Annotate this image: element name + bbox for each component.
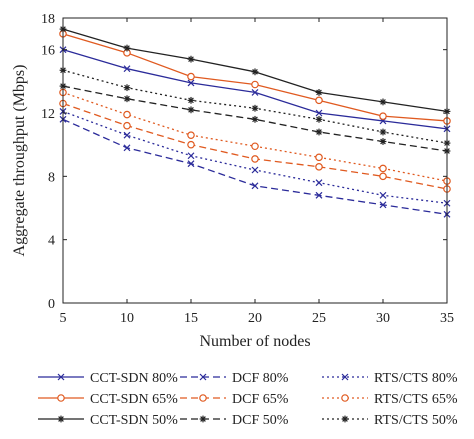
- data-point: [315, 128, 323, 136]
- data-point: [379, 172, 387, 181]
- x-tick-label: 10: [120, 311, 134, 326]
- legend-label: CCT-SDN 65%: [90, 392, 178, 407]
- x-tick-label: 30: [376, 311, 390, 326]
- data-point: [251, 104, 259, 112]
- data-point: [187, 72, 195, 81]
- y-tick-label: 8: [48, 170, 55, 185]
- data-point: [123, 144, 131, 152]
- data-point: [251, 182, 259, 190]
- data-point: [123, 65, 131, 73]
- legend-marker: [57, 373, 65, 381]
- x-tick-label: 5: [60, 311, 67, 326]
- legend-marker: [199, 394, 207, 402]
- data-point: [187, 106, 195, 114]
- legend-label: CCT-SDN 50%: [90, 413, 178, 428]
- series-cct-sdn-50-: [59, 25, 451, 115]
- data-point: [251, 80, 259, 89]
- legend-entry: RTS/CTS 50%: [322, 413, 458, 428]
- y-axis-title: Aggregate throughput (Mbps): [11, 65, 28, 257]
- data-point: [251, 166, 259, 174]
- legend-label: DCF 65%: [232, 392, 289, 407]
- x-tick-label: 15: [184, 311, 198, 326]
- legend-entry: DCF 50%: [180, 413, 289, 428]
- data-point: [187, 160, 195, 168]
- legend-marker: [341, 373, 349, 381]
- x-axis-title: Number of nodes: [199, 333, 310, 350]
- data-point: [251, 115, 259, 123]
- legend-marker: [199, 373, 207, 381]
- data-point: [123, 84, 131, 92]
- legend-label: DCF 80%: [232, 371, 289, 386]
- data-point: [123, 44, 131, 52]
- data-point: [379, 138, 387, 145]
- legend-label: RTS/CTS 80%: [374, 371, 458, 386]
- data-point: [315, 115, 323, 123]
- data-point: [251, 155, 259, 163]
- data-point: [187, 96, 195, 104]
- legend-marker: [199, 415, 207, 423]
- x-tick-label: 35: [440, 311, 454, 326]
- data-point: [187, 79, 195, 87]
- legend-marker: [57, 394, 65, 402]
- y-tick-label: 12: [41, 107, 55, 122]
- legend-marker: [341, 394, 349, 402]
- axis-layer: 5 10 15 20 25 30 35 0 4 8 12 16 18: [41, 12, 454, 326]
- data-point: [379, 201, 387, 209]
- data-point: [315, 191, 323, 199]
- series-rts-cts-80-: [59, 107, 451, 207]
- y-tick-label: 16: [41, 44, 55, 59]
- data-point: [315, 96, 323, 105]
- data-point: [379, 98, 387, 106]
- x-tick-label: 20: [248, 311, 262, 326]
- data-point: [123, 131, 131, 139]
- data-point: [315, 109, 323, 117]
- series-layer: [59, 25, 451, 218]
- data-point: [315, 89, 323, 96]
- legend-label: RTS/CTS 50%: [374, 413, 458, 428]
- legend-marker: [57, 415, 65, 423]
- y-tick-label: 18: [41, 12, 55, 27]
- legend-entry: RTS/CTS 65%: [322, 392, 458, 407]
- legend-entry: DCF 65%: [180, 392, 289, 407]
- data-point: [123, 95, 131, 103]
- data-point: [379, 164, 387, 173]
- data-point: [315, 153, 323, 162]
- legend-entry: CCT-SDN 80%: [38, 371, 178, 386]
- data-point: [187, 131, 195, 139]
- legend-label: DCF 50%: [232, 413, 289, 428]
- data-point: [379, 112, 387, 120]
- data-point: [251, 142, 259, 151]
- data-point: [123, 110, 131, 119]
- data-point: [315, 163, 323, 171]
- data-point: [187, 55, 195, 63]
- legend-entry: DCF 80%: [180, 371, 289, 386]
- data-point: [251, 88, 259, 96]
- data-point: [123, 121, 131, 130]
- data-point: [251, 68, 259, 76]
- legend-entry: RTS/CTS 80%: [322, 371, 458, 386]
- data-point: [315, 179, 323, 187]
- y-tick-label: 4: [48, 234, 55, 249]
- legend-label: CCT-SDN 80%: [90, 371, 178, 386]
- legend-marker: [341, 415, 349, 423]
- y-tick-label: 0: [48, 297, 55, 312]
- data-point: [379, 128, 387, 136]
- data-point: [187, 140, 195, 149]
- x-tick-label: 25: [312, 311, 326, 326]
- data-point: [187, 152, 195, 160]
- legend-entry: CCT-SDN 65%: [38, 392, 178, 407]
- legend-entry: CCT-SDN 50%: [38, 413, 178, 428]
- legend: CCT-SDN 80% DCF 80% RTS/CTS 80% CCT-SDN 65%…: [38, 371, 458, 428]
- data-point: [379, 191, 387, 199]
- legend-label: RTS/CTS 65%: [374, 392, 458, 407]
